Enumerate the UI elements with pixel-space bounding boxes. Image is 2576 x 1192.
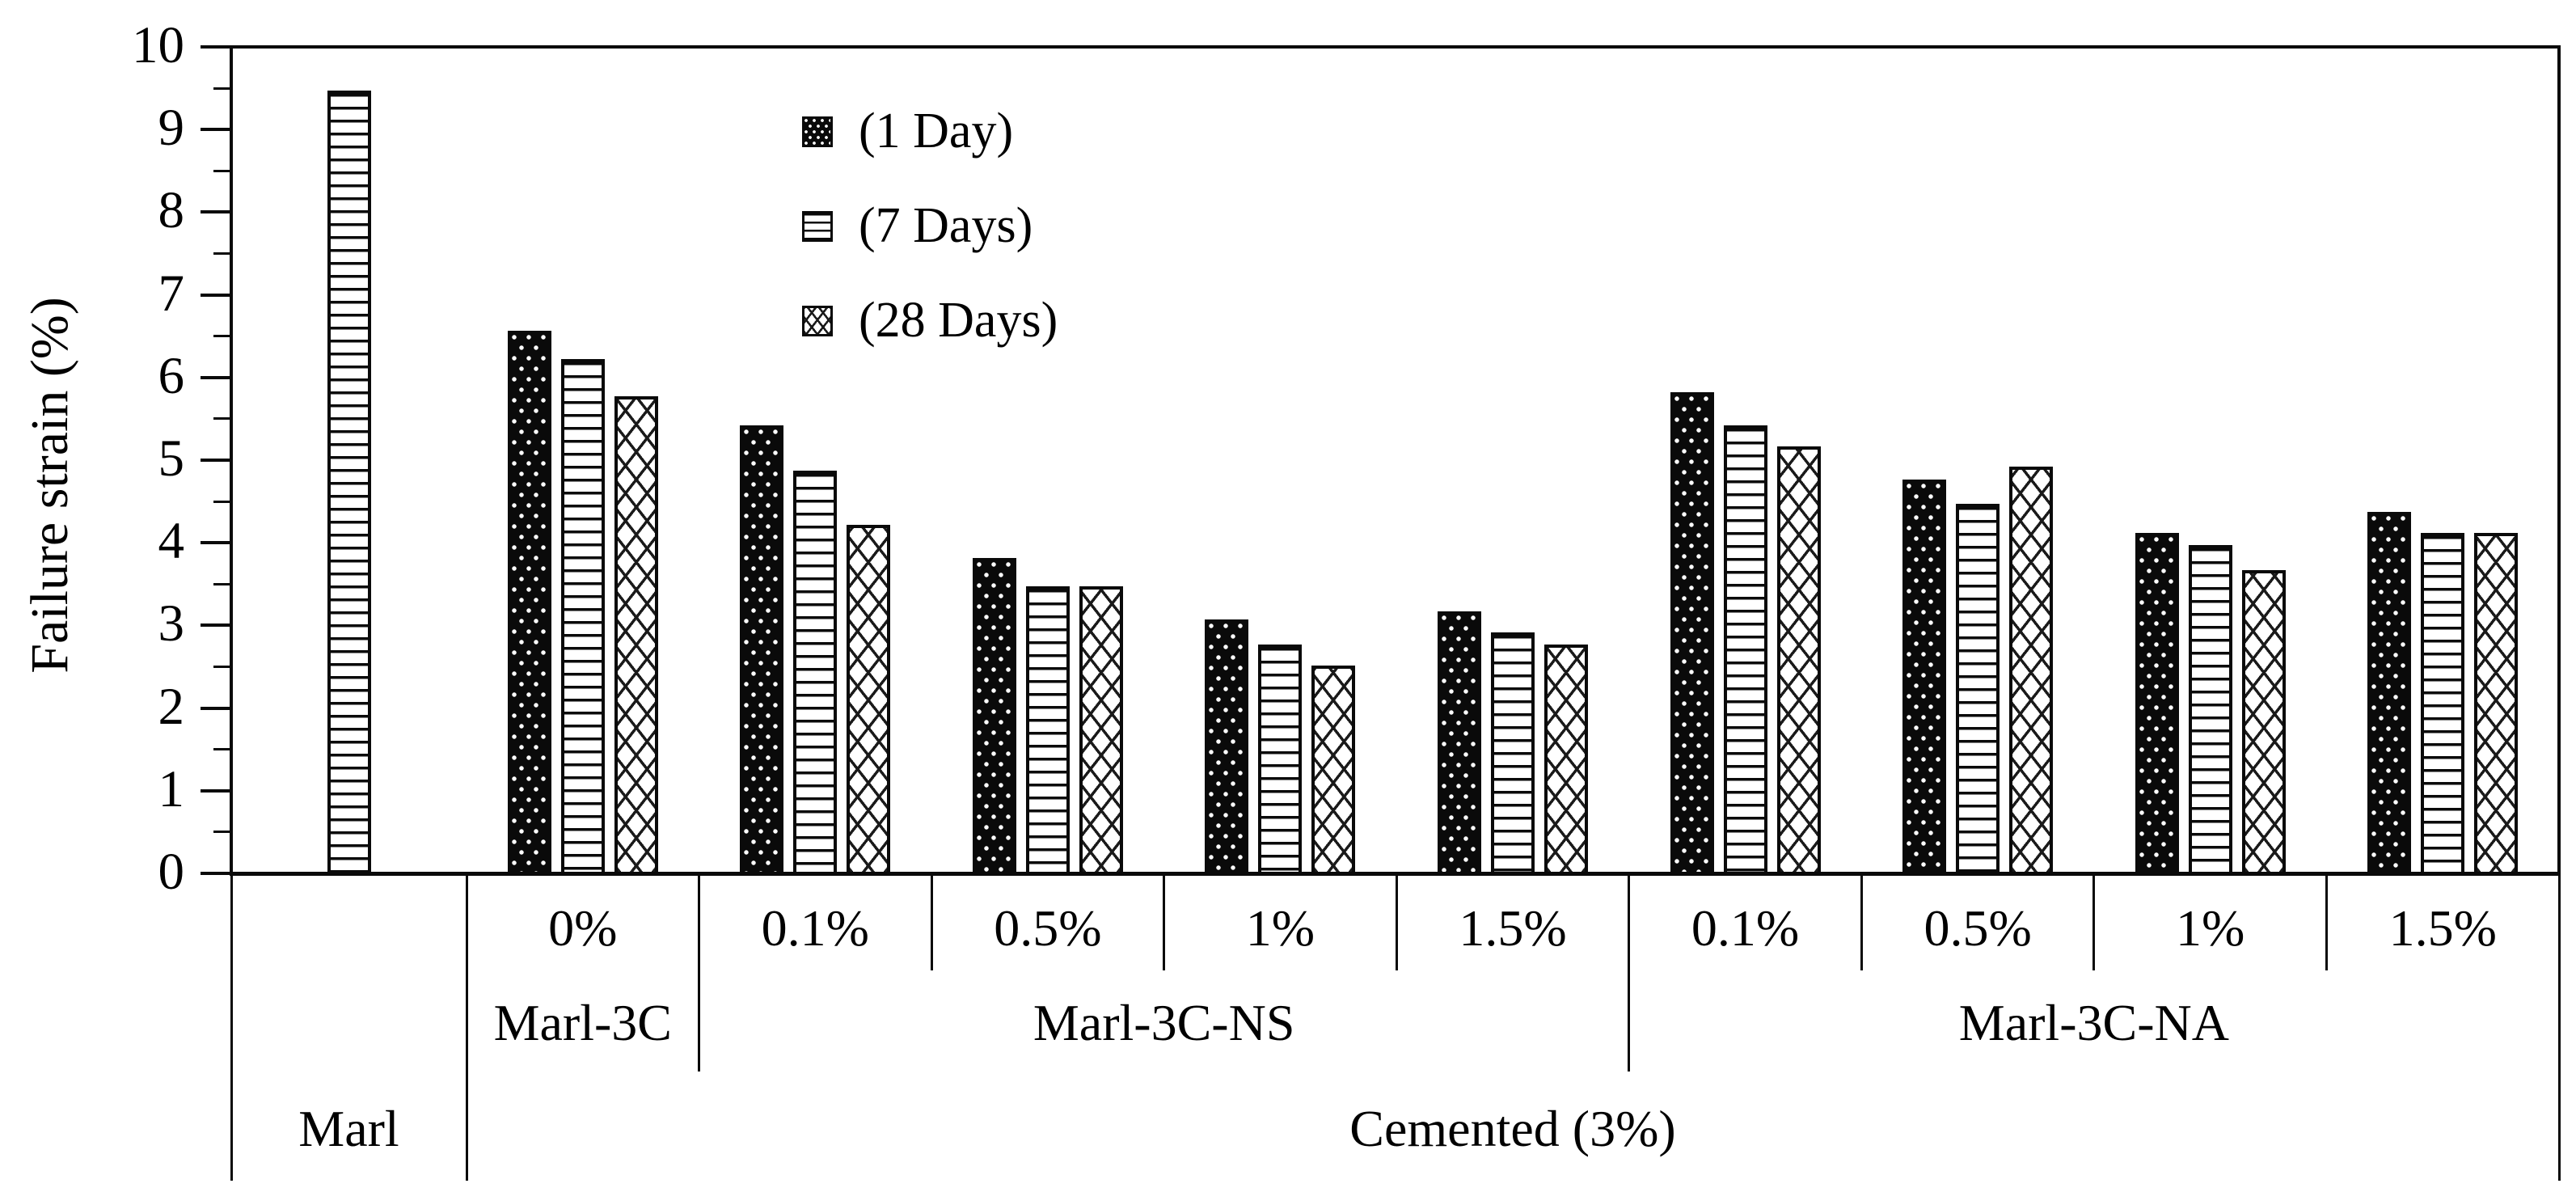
y-minor-tick (213, 666, 231, 668)
x-axis-divider (1163, 873, 1166, 970)
bar-1.5%-28days (2474, 532, 2519, 872)
x-label-group: Marl-3C-NA (1958, 994, 2229, 1051)
y-tick-label: 4 (158, 512, 185, 571)
y-major-tick (201, 788, 231, 793)
bar-1%-7days (1258, 644, 1303, 872)
y-minor-tick (213, 335, 231, 338)
y-major-tick (201, 623, 231, 628)
y-major-tick (201, 210, 231, 214)
x-axis-divider (1395, 873, 1398, 970)
bar-1.5%-1day (2367, 512, 2412, 872)
x-label-percent: 0% (548, 899, 618, 957)
y-major-tick (201, 45, 231, 49)
y-tick-label: 0 (158, 843, 185, 902)
bar-0.5%-28days (1079, 586, 1123, 872)
y-major-tick (201, 459, 231, 462)
bar-0.5%-7days (1956, 504, 2000, 872)
y-tick-label: 2 (158, 677, 185, 736)
x-axis-divider (465, 873, 468, 1181)
bar-1.5%-7days (2421, 532, 2465, 872)
bar-0.1%-28days (847, 524, 891, 872)
y-major-tick (201, 541, 231, 545)
x-axis-divider (230, 873, 233, 1181)
bar-marl-7days (327, 91, 371, 872)
bar-0.1%-1day (1670, 392, 1714, 872)
x-label-percent: 1.5% (2388, 899, 2497, 957)
bar-0.1%-1day (740, 425, 784, 872)
x-axis-divider (1860, 873, 1863, 970)
bar-0%-28days (614, 396, 658, 872)
bar-0.5%-28days (2009, 467, 2054, 872)
x-axis-divider (930, 873, 933, 970)
y-major-tick (201, 706, 231, 710)
bar-0%-7days (560, 359, 605, 872)
y-major-tick (201, 872, 231, 875)
x-label-percent: 1.5% (1459, 899, 1567, 957)
y-minor-tick (213, 252, 231, 255)
legend-swatch-dots (802, 116, 833, 147)
bar-0.1%-7days (1723, 425, 1767, 872)
bar-0%-1day (507, 330, 551, 872)
x-label-percent: 1% (1245, 899, 1315, 957)
legend-label: (1 Day) (859, 103, 1014, 159)
y-major-tick (201, 128, 231, 132)
y-tick-label: 7 (158, 264, 185, 323)
bar-1%-28days (2241, 569, 2286, 872)
y-minor-tick (213, 87, 231, 90)
bar-0.1%-28days (1776, 446, 1821, 872)
bar-0.5%-7days (1025, 586, 1070, 872)
x-label-percent: 0.1% (1691, 899, 1800, 957)
y-minor-tick (213, 169, 231, 172)
y-tick-label: 9 (158, 99, 185, 158)
legend-label: (28 Days) (859, 292, 1058, 348)
x-label-category: Marl (298, 1100, 399, 1157)
bar-1.5%-28days (1544, 644, 1588, 872)
y-minor-tick (213, 748, 231, 751)
plot-frame (230, 45, 2561, 876)
y-major-tick (201, 293, 231, 297)
legend-swatch-cross (802, 306, 833, 336)
x-label-group: Marl-3C (493, 994, 672, 1051)
x-label-category: Cemented (3%) (1349, 1100, 1676, 1157)
x-axis-divider (1628, 873, 1631, 1072)
x-axis-divider (2092, 873, 2096, 970)
y-tick-label: 5 (158, 429, 185, 488)
y-minor-tick (213, 582, 231, 585)
bar-0.5%-1day (1902, 479, 1947, 872)
bar-0.1%-7days (793, 471, 838, 872)
legend-swatch-hlines (802, 211, 833, 242)
x-label-percent: 1% (2176, 899, 2245, 957)
y-minor-tick (213, 417, 231, 421)
x-label-percent: 0.5% (1924, 899, 2032, 957)
x-label-percent: 0.1% (761, 899, 869, 957)
bar-1%-1day (1205, 619, 1249, 872)
y-major-tick (201, 375, 231, 379)
x-axis-divider (2325, 873, 2328, 970)
bar-1.5%-1day (1438, 611, 1481, 872)
y-tick-label: 3 (158, 594, 185, 653)
y-tick-label: 1 (158, 759, 185, 818)
x-axis-divider (2557, 873, 2561, 1181)
x-label-percent: 0.5% (994, 899, 1102, 957)
bar-1%-1day (2135, 532, 2179, 872)
y-minor-tick (213, 831, 231, 834)
bar-0.5%-1day (972, 557, 1016, 872)
x-axis-divider (698, 873, 701, 1072)
bar-1%-7days (2188, 545, 2232, 872)
bar-1.5%-7days (1491, 632, 1535, 872)
y-tick-label: 8 (158, 181, 185, 240)
y-minor-tick (213, 500, 231, 503)
x-label-group: Marl-3C-NS (1033, 994, 1295, 1051)
y-tick-label: 10 (132, 16, 184, 75)
y-tick-label: 6 (158, 346, 185, 405)
bar-1%-28days (1311, 665, 1356, 872)
legend-label: (7 Days) (859, 197, 1033, 253)
